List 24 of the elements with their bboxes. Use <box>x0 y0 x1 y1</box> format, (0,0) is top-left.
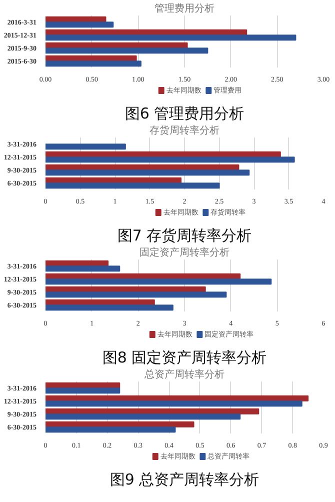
bar <box>46 426 176 433</box>
bar <box>46 144 126 150</box>
chart-title: 固定资产周转率分析 <box>140 246 230 258</box>
caption: 图8 固定资产周转率分析 <box>102 348 267 366</box>
bar <box>46 60 142 67</box>
bar <box>46 304 174 311</box>
caption: 图9 总资产周转率分析 <box>110 470 260 488</box>
bar <box>46 292 227 298</box>
bar <box>46 388 120 394</box>
bar <box>46 170 250 176</box>
chart-title: 管理费用分析 <box>154 2 214 14</box>
bar <box>46 182 220 189</box>
chart-title: 总资产周转率分析 <box>144 368 224 380</box>
caption: 图6 管理费用分析 <box>124 104 244 122</box>
bar <box>46 34 296 41</box>
caption: 图7 存货周转率分析 <box>117 226 252 244</box>
bar <box>46 156 295 163</box>
bar <box>46 400 302 407</box>
bar <box>46 278 272 285</box>
bar <box>46 48 208 54</box>
bar <box>46 414 241 420</box>
chart-title: 存货周转率分析 <box>150 124 220 136</box>
bar <box>46 22 114 28</box>
bar <box>46 266 120 272</box>
